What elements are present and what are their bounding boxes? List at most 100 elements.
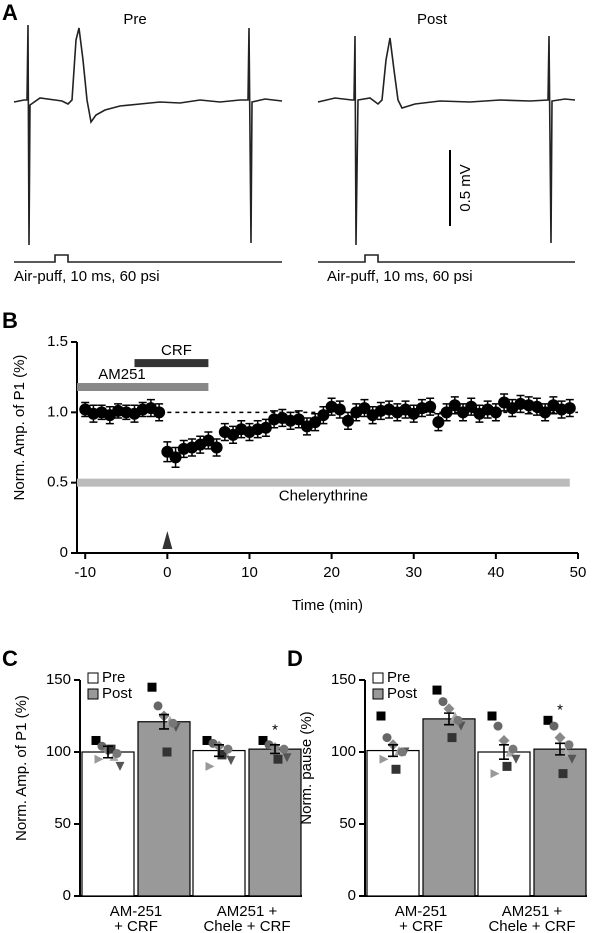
x-tick-label: 30 <box>405 564 422 581</box>
legend-swatch <box>372 672 384 684</box>
data-point <box>282 753 292 763</box>
bar <box>477 751 531 897</box>
legend-label: Post <box>102 685 133 702</box>
legend-label: Post <box>387 685 418 702</box>
data-point <box>112 748 122 758</box>
data-point <box>435 725 445 735</box>
data-point <box>292 413 305 426</box>
legend-swatch <box>372 688 384 700</box>
data-point <box>511 754 521 764</box>
legend-label: Pre <box>387 669 410 686</box>
x-tick-label: + CRF <box>399 918 443 933</box>
x-tick-label: AM251 + <box>217 903 278 920</box>
data-point <box>490 769 500 779</box>
x-tick-label: AM-251 <box>395 903 448 920</box>
trace-title: Pre <box>123 11 146 28</box>
data-point <box>97 741 107 751</box>
y-tick-label: 0 <box>63 887 71 904</box>
drug-label: AM251 <box>98 366 146 383</box>
error-bar <box>214 744 224 758</box>
y-tick-label: 0.5 <box>47 474 68 491</box>
y-tick-label: 1.5 <box>47 333 68 350</box>
drug-bar <box>77 383 209 392</box>
data-point <box>261 759 271 769</box>
data-point <box>115 761 125 771</box>
drug-bar <box>134 359 209 368</box>
data-point <box>397 747 407 757</box>
panel-label: D <box>287 646 303 671</box>
data-point <box>210 441 223 454</box>
data-point <box>549 721 559 731</box>
x-tick-label: 10 <box>241 564 258 581</box>
data-point <box>162 747 172 757</box>
data-point <box>317 409 330 422</box>
data-point <box>564 740 574 750</box>
data-point <box>391 764 401 774</box>
data-point <box>543 715 553 725</box>
data-point <box>453 715 463 725</box>
data-point <box>558 769 568 779</box>
error-bar <box>159 713 169 730</box>
legend-swatch <box>87 672 99 684</box>
data-point <box>309 416 322 429</box>
data-point <box>150 733 160 743</box>
data-point <box>432 416 445 429</box>
x-tick-label: + CRF <box>114 918 158 933</box>
data-point <box>438 697 448 707</box>
y-tick-label: 0 <box>348 887 356 904</box>
data-point <box>147 682 157 692</box>
significance-marker: * <box>557 701 563 718</box>
data-point <box>333 403 346 416</box>
panel-label: C <box>2 646 18 671</box>
trace-pre <box>13 24 283 246</box>
drug-bar <box>77 478 570 487</box>
data-point <box>432 685 442 695</box>
bar <box>81 751 135 897</box>
data-point <box>440 406 453 419</box>
y-axis-label: Norm. Amp. of P1 (%) <box>11 355 28 501</box>
data-point <box>487 711 497 721</box>
data-point <box>358 402 371 415</box>
error-bar <box>555 742 565 756</box>
x-axis-label: Time (min) <box>292 597 363 614</box>
data-point <box>539 406 552 419</box>
data-point <box>546 761 556 771</box>
error-bar <box>103 745 113 759</box>
data-point <box>443 703 455 715</box>
data-point <box>382 733 392 743</box>
data-point <box>489 406 502 419</box>
error-bar <box>444 712 454 726</box>
stim-arrow <box>162 531 173 549</box>
stim-line <box>14 254 282 263</box>
data-point <box>153 701 163 711</box>
x-tick-label: AM251 + <box>502 903 563 920</box>
bar <box>192 749 246 897</box>
error-bar <box>270 744 280 755</box>
trace-title: Post <box>417 11 448 28</box>
data-point <box>91 735 101 745</box>
data-point <box>273 754 283 764</box>
x-tick-label: -10 <box>74 564 96 581</box>
x-tick-label: Chele + CRF <box>488 918 575 933</box>
data-point <box>342 414 355 427</box>
y-tick-label: 100 <box>46 743 71 760</box>
data-point <box>205 761 215 771</box>
x-tick-label: Chele + CRF <box>203 918 290 933</box>
stim-line <box>318 254 575 263</box>
y-tick-label: 50 <box>339 815 356 832</box>
data-point <box>279 744 289 754</box>
data-point <box>94 754 104 764</box>
data-point <box>498 734 510 746</box>
data-point <box>259 421 272 434</box>
error-bar <box>388 744 398 758</box>
legend-label: Pre <box>102 669 125 686</box>
y-tick-label: 0 <box>60 544 68 561</box>
x-tick-label: 0 <box>163 564 171 581</box>
data-point <box>379 754 389 764</box>
data-point <box>448 399 461 412</box>
x-tick-label: 40 <box>488 564 505 581</box>
y-tick-label: 150 <box>331 671 356 688</box>
bar <box>422 718 476 897</box>
data-point <box>202 434 215 447</box>
